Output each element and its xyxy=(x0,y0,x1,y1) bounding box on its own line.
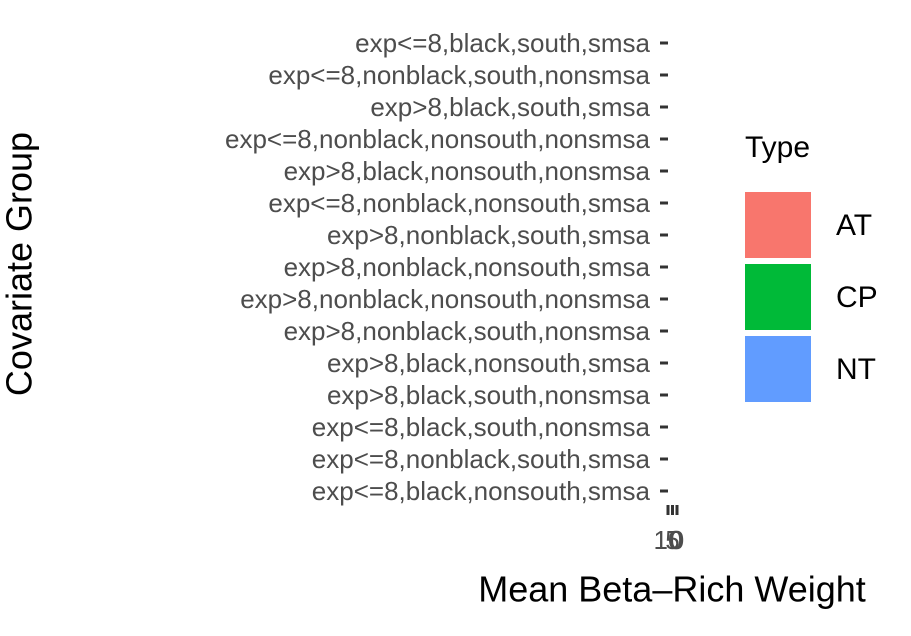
y-tick-label: exp>8,nonblack,south,smsa xyxy=(327,220,651,250)
legend-label: NT xyxy=(836,353,876,386)
y-tick-label: exp>8,black,nonsouth,nonsmsa xyxy=(284,156,651,186)
y-tick-label: exp>8,black,south,nonsmsa xyxy=(327,380,651,410)
legend-title: Type xyxy=(745,131,810,164)
y-tick-label: exp>8,black,south,smsa xyxy=(370,92,650,122)
x-tick-label: 10 xyxy=(654,525,683,555)
x-tick-label: 5 xyxy=(665,525,679,555)
y-tick-label: exp<=8,nonblack,nonsouth,smsa xyxy=(268,188,650,218)
y-tick-label: exp<=8,nonblack,south,smsa xyxy=(312,444,651,474)
x-axis-title: Mean Beta–Rich Weight xyxy=(478,569,866,610)
legend-key xyxy=(745,264,811,330)
y-tick-label: exp<=8,nonblack,south,nonsmsa xyxy=(268,60,650,90)
legend-key xyxy=(745,192,811,258)
y-tick-label: exp>8,nonblack,nonsouth,smsa xyxy=(284,252,651,282)
y-axis-title: Covariate Group xyxy=(0,132,40,396)
x-tick-label: 0 xyxy=(670,525,684,555)
y-tick-label: exp<=8,nonblack,nonsouth,nonsmsa xyxy=(225,124,651,154)
y-tick-label: exp>8,black,nonsouth,smsa xyxy=(327,348,651,378)
y-tick-label: exp<=8,black,south,nonsmsa xyxy=(312,412,651,442)
y-tick-label: exp<=8,black,south,smsa xyxy=(355,28,650,58)
y-tick-label: exp>8,nonblack,nonsouth,nonsmsa xyxy=(240,284,650,314)
legend-label: CP xyxy=(836,281,878,314)
y-tick-label: exp>8,nonblack,south,nonsmsa xyxy=(284,316,651,346)
legend-key xyxy=(745,336,811,402)
legend-label: AT xyxy=(836,209,872,242)
y-tick-label: exp<=8,black,nonsouth,smsa xyxy=(312,476,651,506)
